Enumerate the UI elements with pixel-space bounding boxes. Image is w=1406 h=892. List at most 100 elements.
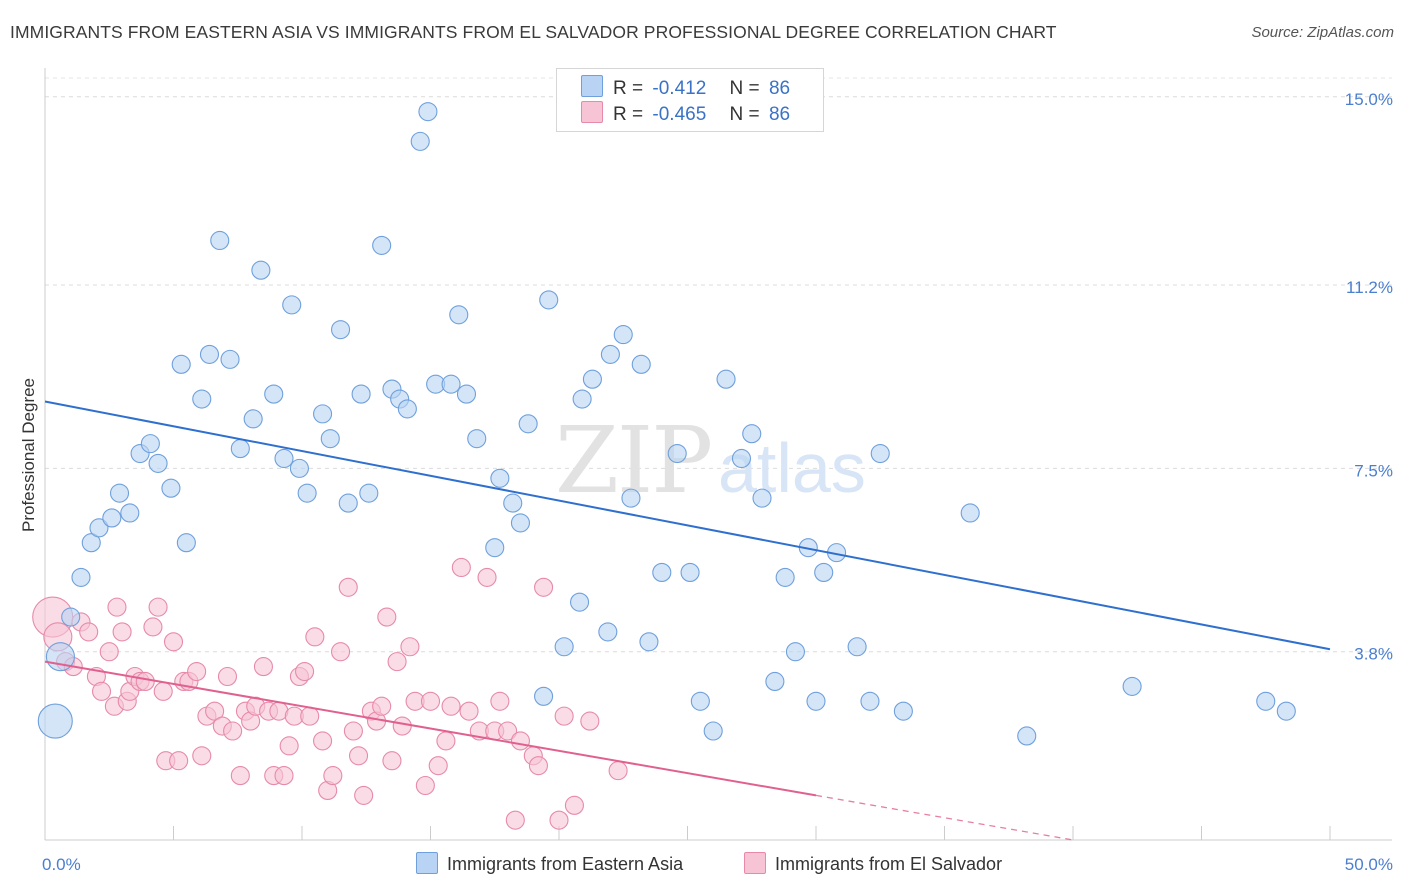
point-eastern-asia — [621, 488, 641, 508]
bottom-legend-el-salvador: Immigrants from El Salvador — [744, 852, 1002, 875]
point-el-salvador — [580, 711, 600, 731]
point-eastern-asia — [598, 622, 618, 642]
point-el-salvador — [505, 810, 525, 830]
point-eastern-asia — [582, 369, 602, 389]
point-el-salvador — [377, 607, 397, 627]
point-el-salvador — [330, 642, 351, 662]
point-el-salvador — [343, 721, 363, 741]
watermark: ZIP atlas — [555, 407, 866, 514]
point-eastern-asia — [289, 458, 309, 478]
point-eastern-asia — [680, 562, 700, 582]
legend-n-label: N = — [729, 78, 760, 99]
point-eastern-asia — [814, 562, 834, 582]
point-eastern-asia — [109, 483, 130, 503]
point-el-salvador — [428, 756, 448, 776]
point-el-salvador — [392, 716, 412, 736]
chart-title: IMMIGRANTS FROM EASTERN ASIA VS IMMIGRAN… — [10, 22, 1057, 42]
watermark-atlas: atlas — [718, 429, 866, 507]
point-el-salvador — [253, 657, 274, 677]
point-eastern-asia — [467, 429, 487, 449]
legend-r-label: R = — [613, 78, 644, 99]
point-eastern-asia — [243, 409, 263, 429]
point-el-salvador — [534, 577, 554, 597]
bottom-legend-swatch-blue — [416, 852, 438, 874]
point-eastern-asia — [449, 305, 469, 325]
point-eastern-asia — [731, 448, 752, 469]
point-eastern-asia — [510, 513, 531, 533]
point-el-salvador — [163, 632, 184, 652]
point-el-salvador — [223, 721, 243, 741]
point-eastern-asia — [418, 102, 438, 122]
point-el-salvador — [313, 731, 333, 751]
point-el-salvador — [169, 751, 189, 771]
legend-n-value: 86 — [768, 104, 791, 125]
point-eastern-asia — [806, 691, 826, 711]
point-eastern-asia — [264, 384, 284, 404]
point-eastern-asia — [320, 429, 340, 449]
point-el-salvador — [91, 681, 112, 701]
point-eastern-asia — [397, 399, 417, 419]
x-tick-label-max: 50.0% — [1345, 855, 1393, 874]
y-axis-label: Professional Degree — [19, 378, 38, 532]
point-el-salvador — [295, 661, 315, 682]
point-eastern-asia — [441, 374, 461, 394]
point-el-salvador — [187, 661, 207, 682]
point-eastern-asia — [171, 354, 191, 374]
point-el-salvador — [305, 627, 325, 647]
bottom-legend-label-eastern-asia: Immigrants from Eastern Asia — [447, 854, 684, 874]
bottom-legend-swatch-pink — [744, 852, 766, 874]
point-el-salvador — [148, 597, 168, 617]
point-eastern-asia — [847, 637, 867, 657]
point-el-salvador — [498, 721, 518, 741]
point-eastern-asia — [570, 592, 590, 612]
point-eastern-asia — [539, 290, 559, 310]
point-eastern-asia — [893, 701, 913, 721]
point-eastern-asia — [282, 295, 302, 315]
point-eastern-asia — [554, 637, 574, 657]
point-eastern-asia — [742, 424, 762, 444]
point-eastern-asia — [752, 488, 772, 508]
y-tick-label: 3.8% — [1354, 645, 1393, 664]
point-el-salvador — [143, 617, 163, 637]
point-eastern-asia — [716, 369, 736, 389]
point-eastern-asia — [860, 691, 880, 711]
point-el-salvador — [451, 557, 471, 578]
point-eastern-asia — [210, 230, 230, 251]
point-eastern-asia — [330, 320, 351, 340]
point-eastern-asia — [251, 260, 271, 280]
point-el-salvador — [441, 696, 461, 716]
point-eastern-asia — [102, 508, 122, 528]
legend-row-el-salvador: R = -0.465 N = 86 — [581, 101, 790, 127]
tick-labels: 3.8% 7.5% 11.2% 15.0% 0.0% 50.0% — [42, 90, 1393, 874]
point-el-salvador — [420, 691, 441, 711]
legend-r-value: -0.412 — [652, 78, 707, 99]
point-el-salvador — [279, 736, 299, 756]
point-eastern-asia — [81, 533, 101, 553]
series-eastern-asia-points — [37, 102, 1296, 746]
point-eastern-asia — [1017, 726, 1037, 746]
y-tick-label: 7.5% — [1354, 461, 1393, 480]
point-eastern-asia — [667, 443, 687, 464]
point-eastern-asia — [1122, 676, 1142, 696]
point-eastern-asia — [534, 686, 554, 706]
trend-line-el-salvador — [44, 660, 817, 797]
legend-swatch-pink — [581, 101, 603, 123]
point-eastern-asia — [410, 131, 430, 151]
point-eastern-asia — [220, 349, 240, 369]
legend-row-eastern-asia: R = -0.412 N = 86 — [581, 75, 790, 101]
bottom-legend-eastern-asia: Immigrants from Eastern Asia — [416, 852, 683, 875]
point-el-salvador — [112, 622, 132, 642]
point-eastern-asia — [359, 483, 379, 503]
point-el-salvador — [300, 706, 320, 726]
y-tick-label: 15.0% — [1345, 90, 1393, 109]
legend-box: R = -0.412 N = 86 R = -0.465 N = 86 — [556, 68, 824, 132]
legend-n-label: N = — [729, 104, 760, 125]
point-eastern-asia — [230, 439, 250, 459]
legend-r-value: -0.465 — [652, 104, 707, 125]
point-eastern-asia — [297, 483, 317, 503]
point-eastern-asia — [652, 562, 672, 582]
point-eastern-asia — [960, 503, 980, 523]
point-el-salvador — [372, 696, 392, 716]
point-eastern-asia — [775, 567, 795, 587]
